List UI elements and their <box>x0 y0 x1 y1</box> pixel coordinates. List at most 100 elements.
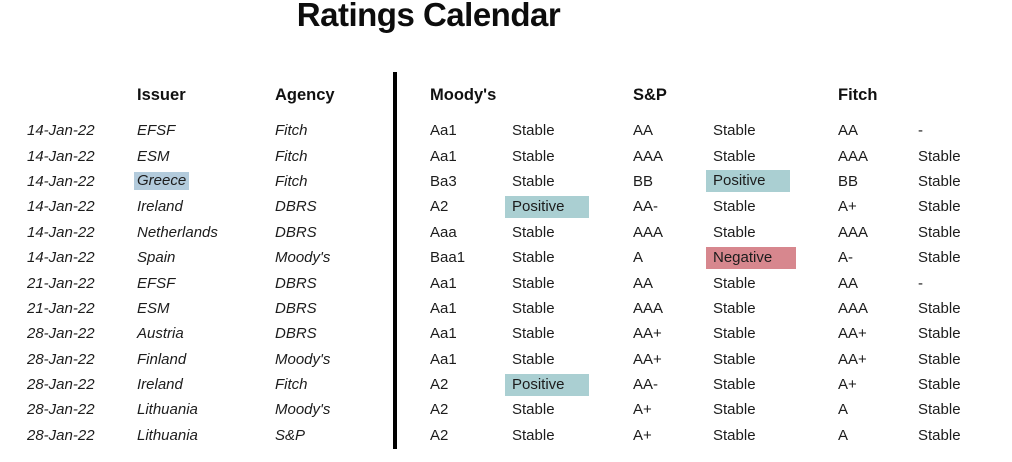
cell-date: 28-Jan-22 <box>27 376 95 394</box>
cell-fitch-outlook: Stable <box>918 426 961 444</box>
cell-fitch-rating: AAA <box>838 147 869 165</box>
cell-sp-outlook: Stable <box>713 401 756 419</box>
cell-fitch-rating: AA+ <box>838 325 867 343</box>
col-header-date <box>27 86 137 105</box>
table-vertical-divider <box>393 72 397 449</box>
cell-moodys-outlook: Stable <box>512 249 555 267</box>
cell-fitch-outlook: Stable <box>918 223 961 241</box>
cell-moodys-outlook: Positive <box>505 195 633 218</box>
cell-sp-rating: AA <box>633 122 654 140</box>
cell-sp-rating: A+ <box>633 401 652 419</box>
cell-sp-rating: A <box>633 249 644 267</box>
cell-fitch-rating: A+ <box>838 198 857 216</box>
table-row: 28-Jan-22 Austria DBRS Aa1 Stable AA+ Stable AA… <box>0 321 1012 346</box>
table-row: 21-Jan-22 ESM DBRS Aa1 Stable AAA Stable AAA Sta… <box>0 296 1012 321</box>
table-row: 14-Jan-22 Greece Fitch Ba3 Stable BB Positive B… <box>0 169 1012 194</box>
cell-moodys-outlook: Stable <box>512 223 555 241</box>
table-row: 14-Jan-22 Netherlands DBRS Aaa Stable AAA Stab… <box>0 220 1012 245</box>
cell-fitch-outlook: - <box>918 274 923 292</box>
cell-fitch-rating: AAA <box>838 223 869 241</box>
cell-agency: Moody's <box>275 350 331 368</box>
cell-date: 28-Jan-22 <box>27 350 95 368</box>
highlight-negative: Negative <box>706 246 797 269</box>
cell-issuer: Finland <box>137 350 187 368</box>
cell-moodys-rating: A2 <box>430 401 449 419</box>
col-header-sp: S&P <box>633 86 667 104</box>
table-row: 28-Jan-22 Ireland Fitch A2 Positive AA- Stable… <box>0 372 1012 397</box>
table-row: 28-Jan-22 Finland Moody's Aa1 Stable AA+ Stabl… <box>0 347 1012 372</box>
cell-fitch-rating: A <box>838 401 849 419</box>
cell-fitch-rating: A- <box>838 249 853 267</box>
cell-date: 14-Jan-22 <box>27 198 95 216</box>
cell-fitch-rating: AAA <box>838 299 869 317</box>
cell-agency: DBRS <box>275 325 317 343</box>
cell-issuer: Netherlands <box>137 223 218 241</box>
table-row: 28-Jan-22 Lithuania S&P A2 Stable A+ Stable A St… <box>0 423 1012 448</box>
col-header-issuer: Issuer <box>137 86 186 104</box>
cell-fitch-outlook: Stable <box>918 325 961 343</box>
cell-fitch-rating: BB <box>838 172 859 190</box>
cell-fitch-rating: AA <box>838 122 859 140</box>
table-row: 14-Jan-22 Ireland DBRS A2 Positive AA- Stable A… <box>0 194 1012 219</box>
cell-date: 14-Jan-22 <box>27 223 95 241</box>
table-row: 14-Jan-22 EFSF Fitch Aa1 Stable AA Stable AA - <box>0 118 1012 143</box>
cell-sp-outlook: Stable <box>713 198 756 216</box>
cell-moodys-outlook: Stable <box>512 172 555 190</box>
cell-issuer: Lithuania <box>137 401 198 419</box>
cell-issuer: EFSF <box>137 274 176 292</box>
cell-agency: DBRS <box>275 223 317 241</box>
table-body: 14-Jan-22 EFSF Fitch Aa1 Stable AA Stable AA -14… <box>0 118 1012 448</box>
cell-agency: Fitch <box>275 122 308 140</box>
cell-moodys-outlook: Stable <box>512 350 555 368</box>
cell-sp-outlook: Stable <box>713 376 756 394</box>
cell-moodys-outlook: Stable <box>512 299 555 317</box>
cell-moodys-rating: Baa1 <box>430 249 466 267</box>
cell-moodys-rating: A2 <box>430 426 449 444</box>
cell-sp-rating: AA- <box>633 198 659 216</box>
cell-agency: Moody's <box>275 249 331 267</box>
cell-date: 14-Jan-22 <box>27 147 95 165</box>
cell-sp-outlook: Stable <box>713 299 756 317</box>
cell-date: 28-Jan-22 <box>27 401 95 419</box>
cell-issuer: ESM <box>137 147 170 165</box>
cell-date: 14-Jan-22 <box>27 122 95 140</box>
cell-agency: Fitch <box>275 172 308 190</box>
cell-issuer: EFSF <box>137 122 176 140</box>
cell-sp-outlook: Positive <box>706 170 838 193</box>
cell-date: 28-Jan-22 <box>27 325 95 343</box>
cell-fitch-rating: AA <box>838 274 859 292</box>
cell-moodys-outlook: Stable <box>512 147 555 165</box>
cell-moodys-rating: Ba3 <box>430 172 457 190</box>
cell-moodys-rating: Aa1 <box>430 350 457 368</box>
cell-moodys-rating: A2 <box>430 376 449 394</box>
cell-fitch-rating: A+ <box>838 376 857 394</box>
col-header-agency: Agency <box>275 86 335 104</box>
cell-agency: S&P <box>275 426 306 444</box>
cell-agency: DBRS <box>275 198 317 216</box>
cell-agency: DBRS <box>275 299 317 317</box>
highlight-positive: Positive <box>706 170 790 193</box>
cell-sp-outlook: Stable <box>713 325 756 343</box>
cell-sp-outlook: Negative <box>706 246 838 269</box>
table-row: 14-Jan-22 ESM Fitch Aa1 Stable AAA Stable AAA St… <box>0 143 1012 168</box>
cell-moodys-outlook: Stable <box>512 401 555 419</box>
col-header-fitch: Fitch <box>838 86 878 104</box>
cell-fitch-outlook: Stable <box>918 401 961 419</box>
cell-issuer: Austria <box>137 325 184 343</box>
cell-issuer: Greece <box>134 172 275 191</box>
cell-fitch-outlook: Stable <box>918 249 961 267</box>
cell-agency: Fitch <box>275 376 308 394</box>
cell-fitch-outlook: Stable <box>918 198 961 216</box>
cell-fitch-outlook: Stable <box>918 172 961 190</box>
cell-date: 21-Jan-22 <box>27 299 95 317</box>
cell-sp-rating: BB <box>633 172 654 190</box>
cell-sp-outlook: Stable <box>713 274 756 292</box>
col-header-moodys: Moody's <box>430 86 497 104</box>
cell-moodys-rating: A2 <box>430 198 449 216</box>
cell-date: 21-Jan-22 <box>27 274 95 292</box>
cell-moodys-rating: Aa1 <box>430 122 457 140</box>
cell-sp-rating: AA+ <box>633 325 662 343</box>
table-row: 21-Jan-22 EFSF DBRS Aa1 Stable AA Stable AA - <box>0 270 1012 295</box>
cell-sp-rating: AA- <box>633 376 659 394</box>
